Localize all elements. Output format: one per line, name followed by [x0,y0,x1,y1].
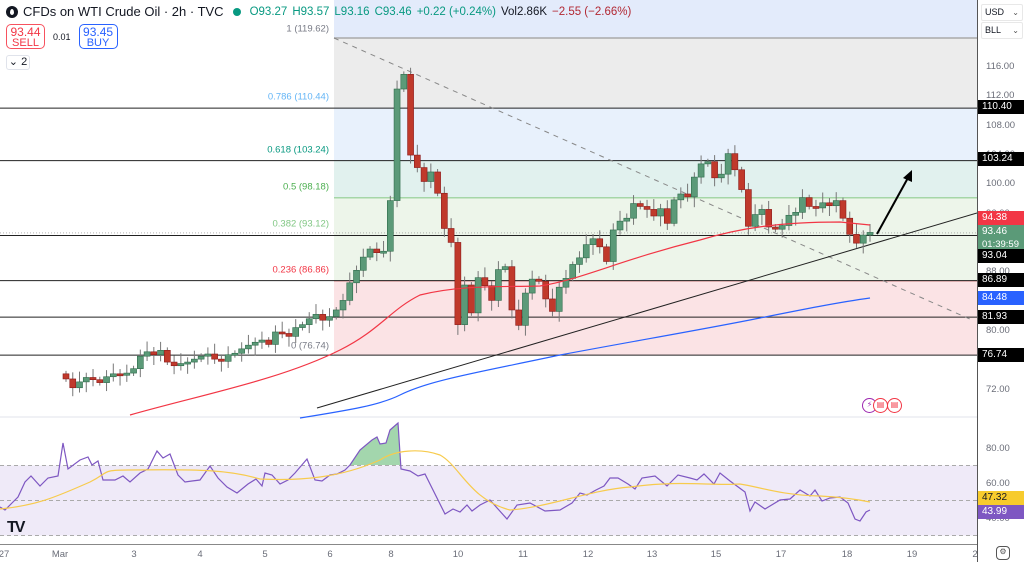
symbol-title[interactable]: CFDs on WTI Crude Oil · 2h · TVC [23,4,224,19]
price-tick: 108.00 [986,120,1016,131]
time-label: 5 [262,549,268,560]
time-label: 10 [452,549,464,560]
settings-gear-icon[interactable]: ⚙ [996,546,1010,560]
time-label: 3 [131,549,137,560]
fib-label-0: 0 (76.74) [290,340,329,352]
price-tick: 88.00 [986,266,1010,277]
tag-ma-red: 94.38 [978,211,1024,225]
price-tick: 80.00 [986,325,1010,336]
buy-price: 93.45 [83,25,114,39]
fib-label-0618: 0.618 (103.24) [267,144,329,156]
price-tick: 72.00 [986,384,1010,395]
fib-label-0236: 0.236 (86.86) [272,264,329,276]
sell-price: 93.44 [10,25,41,39]
fib-label-05: 0.5 (98.18) [283,181,329,193]
ohlc-change: +0.22 (+0.24%) [416,5,496,18]
ohlc-low: L93.16 [334,5,370,18]
tag-rsi-ma: 47.32 [978,491,1024,505]
time-label: 27 [0,549,10,560]
volume-change: −2.55 (−2.66%) [552,5,632,18]
time-label: 17 [775,549,787,560]
buy-label: BUY [86,37,110,49]
us-flag-event-icon[interactable]: ▤ [887,398,902,413]
time-label: 8 [388,549,394,560]
symbol-legend: CFDs on WTI Crude Oil · 2h · TVC O93.27 … [6,4,631,19]
buy-button[interactable]: 93.45 BUY [78,24,118,49]
trade-panel: 93.44 SELL 0.01 93.45 BUY [6,24,118,49]
currency-select[interactable]: USD ⌄ [981,4,1023,21]
volume-label: Vol2.86K [500,5,548,18]
time-label: 18 [841,549,853,560]
market-open-icon [232,7,241,16]
price-tick: 100.00 [986,178,1016,189]
tag-fib-0: 76.74 [978,348,1024,362]
ohlc-high: H93.57 [292,5,330,18]
time-label: 13 [646,549,658,560]
economic-events[interactable]: ⚡ ▤ ▤ [862,398,902,413]
tag-level-81: 81.93 [978,310,1024,324]
rsi-tick: 60.00 [986,478,1010,489]
oil-drop-icon [6,5,18,18]
tag-ma-blue: 84.48 [978,291,1024,305]
price-tick: 112.00 [986,90,1015,101]
us-flag-event-icon[interactable]: ▤ [873,398,888,413]
rsi-tick: 80.00 [986,443,1010,454]
time-label: 11 [518,549,528,560]
fib-label-1: 1 (119.62) [286,23,329,35]
fib-label-0382: 0.382 (93.12) [272,218,329,230]
time-label: 6 [327,549,333,560]
tag-fib-0236: 86.89 [978,273,1024,287]
tag-fib-0382: 93.04 [978,249,1024,263]
time-label: Mar [51,549,69,560]
indicators-collapse-button[interactable]: ⌄ 2 [6,55,30,70]
tag-fib-0618: 103.24 [978,152,1024,166]
tag-last-price: 93.46 01:39:59 [978,225,1024,253]
tradingview-logo: TV [7,519,26,536]
tag-fib-0786: 110.40 [978,100,1024,114]
price-axis[interactable]: USD⌄ BLL⌄ 116.00 112.00 108.00 104.00 10… [977,0,1024,562]
sell-label: SELL [12,37,39,49]
ohlc-close: C93.46 [374,5,412,18]
time-axis[interactable]: 27 Mar 3 4 5 6 8 10 11 12 13 15 17 18 19… [0,544,978,562]
tag-rsi: 43.99 [978,505,1024,519]
price-chart[interactable] [0,0,977,544]
time-label: 12 [582,549,594,560]
spread-value: 0.01 [53,31,71,42]
time-label: 19 [906,549,918,560]
bar-countdown: 01:39:59 [982,239,1019,250]
fib-label-0786: 0.786 (110.44) [267,91,329,103]
unit-select[interactable]: BLL ⌄ [981,22,1023,39]
time-label: 4 [197,549,203,560]
price-tick: 116.00 [986,61,1015,72]
ohlc-open: O93.27 [249,5,288,18]
sell-button[interactable]: 93.44 SELL [6,24,45,49]
time-label: 2 [972,549,978,560]
time-label: 15 [710,549,722,560]
